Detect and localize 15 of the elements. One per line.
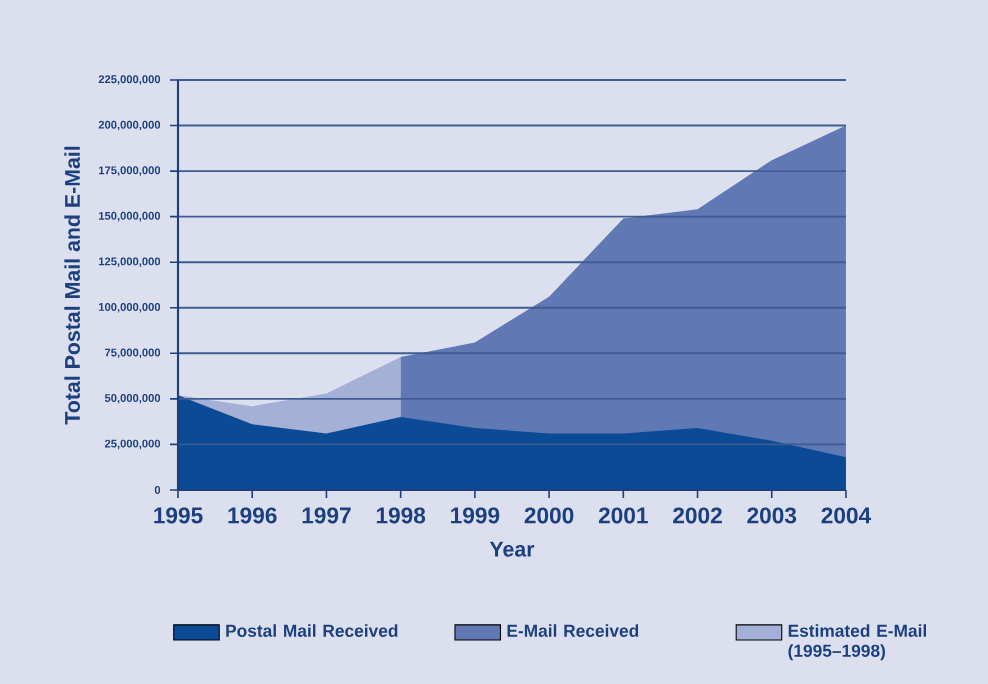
x-tick-label: 2001	[598, 507, 648, 524]
x-tick-label: 2003	[747, 507, 797, 524]
y-axis-title: Total Postal Mail and E-Mail	[64, 146, 80, 425]
legend-label: E-Mail Received	[507, 624, 639, 637]
x-tick-label: 1998	[376, 507, 426, 524]
x-tick-label: 2004	[821, 507, 872, 524]
x-axis-title: Year	[489, 541, 535, 557]
legend-label: Postal Mail Received	[226, 624, 398, 637]
x-tick-label: 1997	[302, 507, 351, 524]
x-tick-label: 1999	[451, 507, 500, 524]
legend-label: Estimated E-Mail (1995–1998)	[788, 624, 927, 661]
x-tick-label: 2000	[524, 507, 574, 524]
x-tick-label: 1996	[228, 507, 277, 524]
x-tick-label: 1995	[154, 507, 203, 524]
x-tick-label: 2002	[673, 507, 722, 524]
